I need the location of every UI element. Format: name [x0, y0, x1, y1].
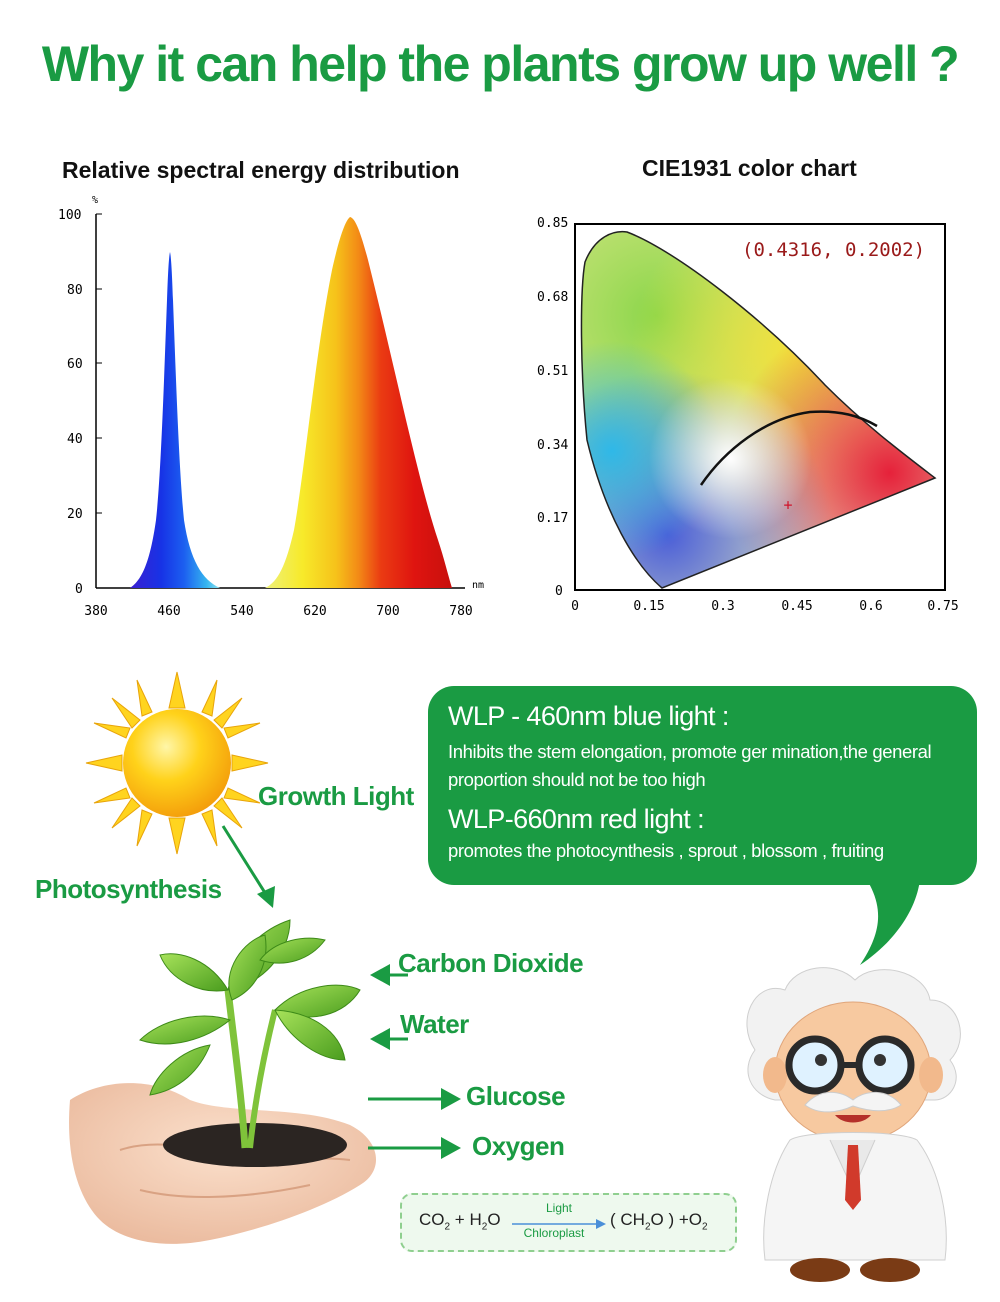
red-light-description: promotes the photocynthesis , sprout , b… [448, 840, 884, 861]
formula-light-label: Light [545, 1201, 573, 1215]
formula-arrow [512, 1219, 606, 1229]
warm-spectral-peak [265, 217, 452, 588]
cie-chart: + (0.4316, 0.2002) 0.85 0.68 0.51 0.34 0… [537, 216, 959, 614]
oxygen-label: Oxygen [472, 1131, 565, 1161]
cie-coordinate-label: (0.4316, 0.2002) [742, 239, 925, 261]
cie-y-tick: 0.51 [537, 364, 568, 379]
cie-y-tick: 0.85 [537, 216, 568, 231]
spectral-y-tick: 100 [58, 208, 81, 223]
cie-x-tick: 0.45 [781, 599, 812, 614]
cie-y-tick: 0.68 [537, 290, 568, 305]
cie-y-tick: 0.17 [537, 511, 568, 526]
blue-light-description: Inhibits the stem elongation, promote ge… [448, 741, 932, 790]
cie-chart-title: CIE1931 color chart [642, 155, 857, 181]
cie-color-point-marker: + [783, 496, 792, 514]
soil [163, 1123, 347, 1167]
spectral-x-tick: 780 [449, 604, 472, 619]
info-speech-bubble: WLP - 460nm blue light : Inhibits the st… [428, 686, 977, 885]
spectral-x-tick: 620 [303, 604, 326, 619]
spectral-x-tick: 700 [376, 604, 399, 619]
carbon-dioxide-arrow [370, 964, 408, 986]
formula-reactants: CO2 + H2O [419, 1210, 501, 1233]
spectral-x-ticks: 380 460 540 620 700 780 [84, 604, 472, 619]
cie-y-tick: 0.34 [537, 438, 568, 453]
growth-light-label: Growth Light [258, 781, 414, 811]
speech-bubble-tail [860, 880, 920, 965]
spectral-chart-title: Relative spectral energy distribution [62, 157, 460, 183]
cie-x-ticks: 0 0.15 0.3 0.45 0.6 0.75 [571, 599, 959, 614]
cie-x-tick: 0.15 [633, 599, 664, 614]
sunlight-arrow [221, 825, 275, 908]
formula-products: ( CH2O ) +O2 [610, 1210, 708, 1233]
spectral-y-tick: 80 [67, 283, 83, 298]
cie-x-tick: 0.3 [711, 599, 734, 614]
water-label: Water [400, 1009, 469, 1039]
sun-icon [85, 671, 269, 855]
spectral-chart: % nm 100 80 60 40 20 0 380 460 540 620 7… [58, 195, 484, 619]
photosynthesis-formula: CO2 + H2O Light Chloroplast ( CH2O ) +O2 [400, 1193, 737, 1252]
spectral-y-tick: 60 [67, 357, 83, 372]
spectral-y-ticks: 100 80 60 40 20 0 [58, 208, 102, 597]
glasses-icon [785, 1035, 915, 1095]
photosynthesis-label: Photosynthesis [35, 874, 222, 904]
glucose-label: Glucose [466, 1081, 566, 1111]
cie-x-tick: 0.75 [927, 599, 958, 614]
spectral-x-tick: 380 [84, 604, 107, 619]
cie-planckian-curve [699, 410, 878, 486]
spectral-y-tick: 20 [67, 507, 83, 522]
spectral-x-unit: nm [472, 580, 484, 591]
scientist-character [746, 967, 961, 1282]
blue-spectral-peak [130, 252, 220, 588]
spectral-x-tick: 540 [230, 604, 253, 619]
blue-light-heading: WLP - 460nm blue light : [448, 701, 729, 731]
cie-y-ticks: 0.85 0.68 0.51 0.34 0.17 0 [537, 216, 568, 599]
glucose-arrow [368, 1088, 461, 1110]
spectral-y-tick: 40 [67, 432, 83, 447]
carbon-dioxide-label: Carbon Dioxide [398, 948, 584, 978]
cie-x-tick: 0.6 [859, 599, 882, 614]
spectral-y-unit: % [92, 195, 98, 206]
red-light-heading: WLP-660nm red light : [448, 804, 705, 834]
spectral-y-tick: 0 [75, 582, 83, 597]
page-headline: Why it can help the plants grow up well … [41, 36, 960, 92]
cie-y-tick: 0 [555, 584, 563, 599]
water-arrow [370, 1028, 408, 1050]
plant-in-hands-illustration [69, 919, 377, 1244]
cie-spectral-locus [580, 230, 937, 589]
formula-chloroplast-label: Chloroplast [523, 1226, 585, 1240]
oxygen-arrow [368, 1137, 461, 1159]
spectral-x-tick: 460 [157, 604, 180, 619]
cie-x-tick: 0 [571, 599, 579, 614]
